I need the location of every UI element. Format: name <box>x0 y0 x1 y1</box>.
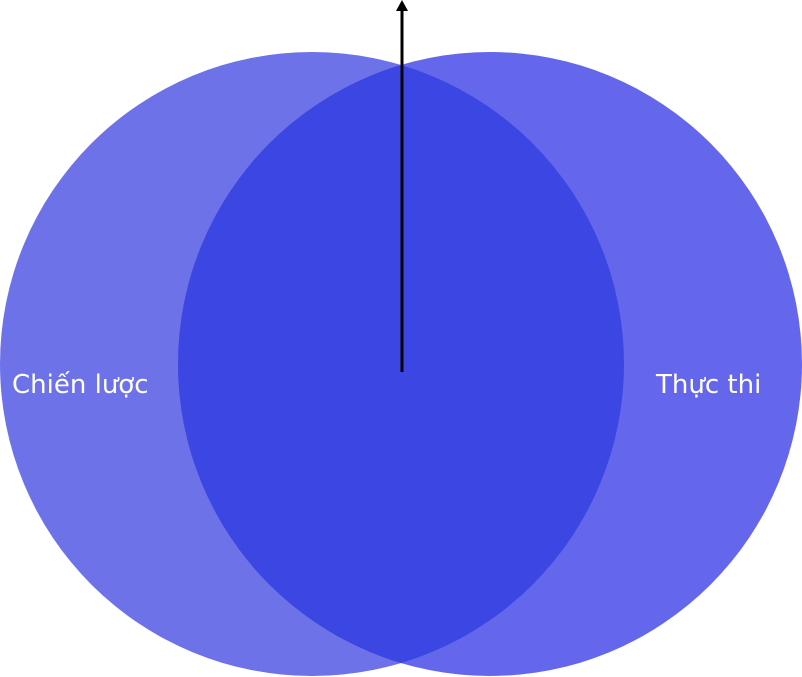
left-set-label: Chiến lược <box>12 370 149 400</box>
arrow-head-icon <box>396 0 408 11</box>
right-set-label: Thực thi <box>655 370 761 400</box>
intersection-region <box>178 52 624 676</box>
